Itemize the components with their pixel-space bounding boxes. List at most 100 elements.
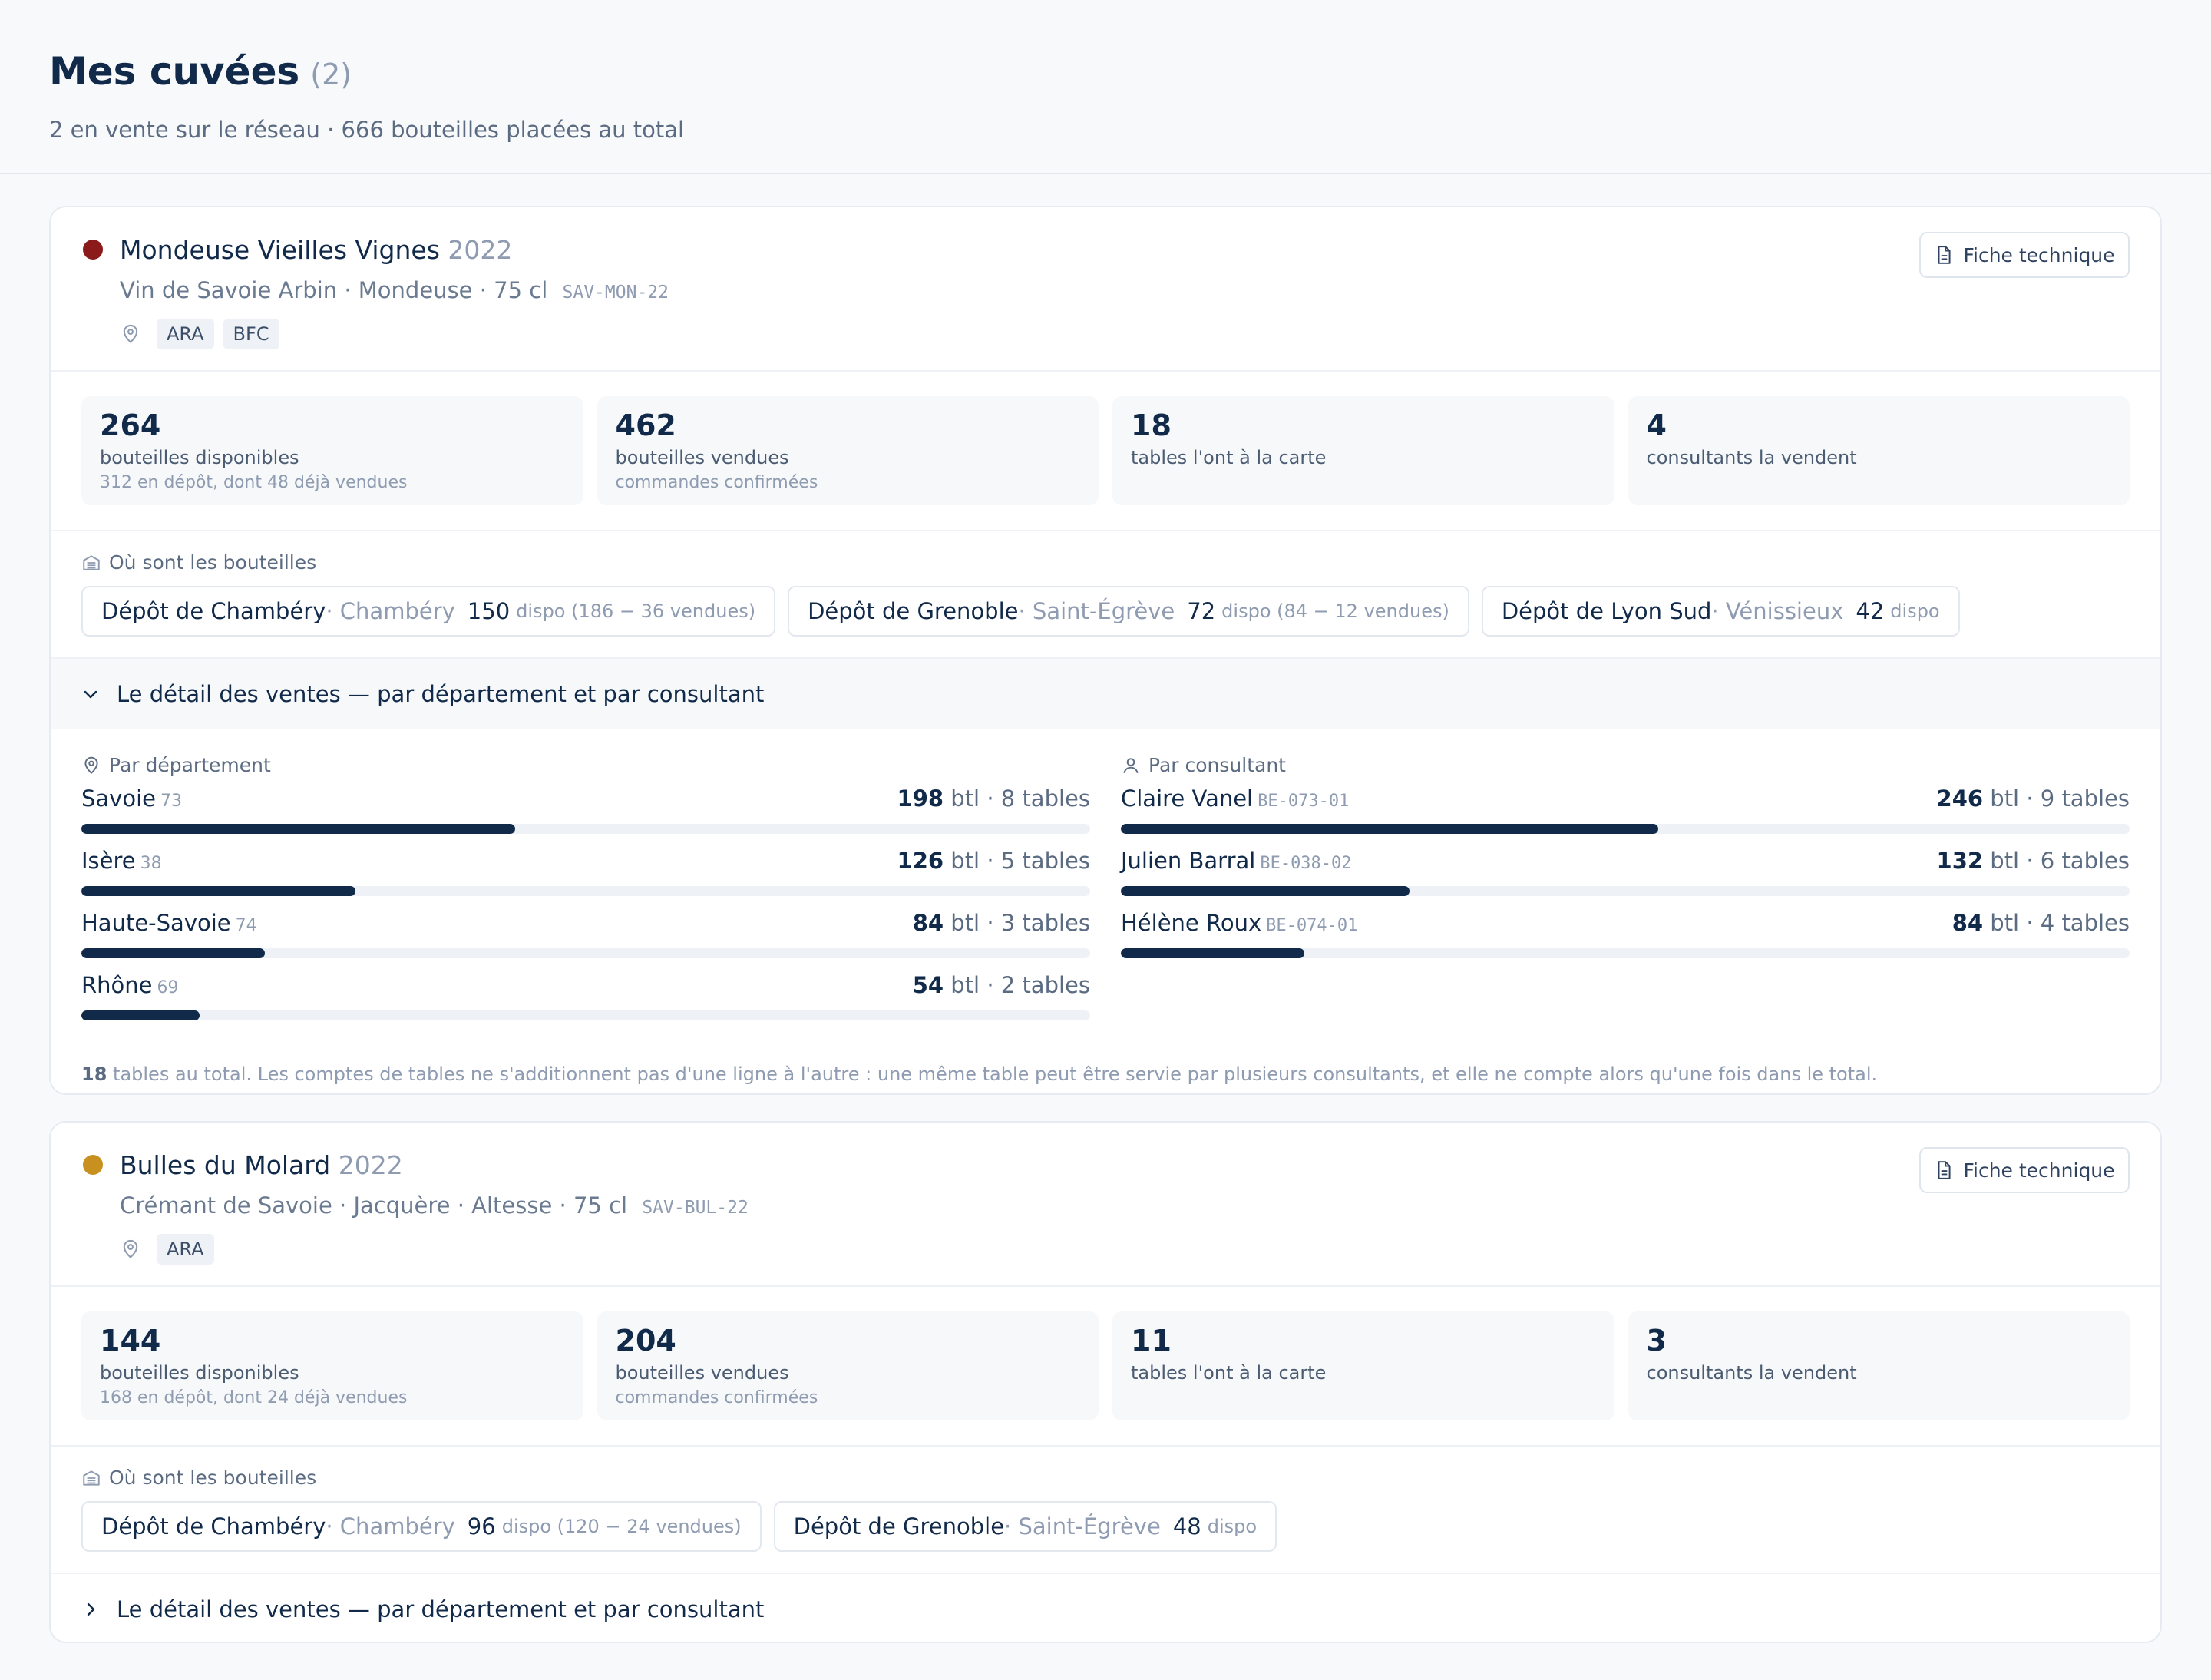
row-code: BE-073-01 [1258,792,1350,811]
depot-city: · Chambéry [326,598,455,624]
stat-tables: 18 tables l'ont à la carte [1112,396,1614,505]
document-icon [1938,1161,1952,1179]
stat-label: tables l'ont à la carte [1131,447,1327,468]
stat-value: 4 [1646,408,1667,442]
fiche-technique-button[interactable]: Fiche technique [1919,232,2130,278]
row-label: Haute-Savoie 74 [81,907,257,942]
depots-label-text: Où sont les bouteilles [109,551,317,574]
stat-label: bouteilles vendues [615,447,789,468]
depot-list: Dépôt de Chambéry · Chambéry 150 dispo (… [81,586,2130,637]
row-name: Claire Vanel [1121,785,1254,812]
depot-name: Dépôt de Lyon Sud [1501,598,1712,624]
row-code: 74 [235,916,257,935]
stat-value: 144 [100,1324,161,1358]
depots-label: Où sont les bouteilles [81,1467,2130,1489]
page-count: (2) [310,58,352,91]
depot-city: · Vénissieux [1711,598,1844,624]
by-consultant-label: Par consultant [1121,754,2130,776]
row-name: Haute-Savoie [81,910,231,936]
row-code: 38 [140,854,162,873]
wine-year: 2022 [448,235,513,265]
depot-list: Dépôt de Chambéry · Chambéry 96 dispo (1… [81,1501,2130,1552]
page-subtitle: 2 en vente sur le réseau · 666 bouteille… [49,117,685,143]
tables-total-note: 18 tables au total. Les comptes de table… [81,1063,2130,1085]
depot-dispo: dispo [1890,600,1940,622]
row-tables: btl · 2 tables [944,972,1090,998]
row-name: Julien Barral [1121,848,1256,874]
tables-total-text: tables au total. Les comptes de tables n… [107,1063,1878,1085]
breakdown-row: Hélène Roux BE-074-01 84 btl · 4 tables [1121,907,2130,958]
stat-consultants: 3 consultants la vendent [1628,1311,2130,1420]
region-chip: ARA [157,1234,214,1265]
row-label: Claire Vanel BE-073-01 [1121,782,1349,818]
depot-chip[interactable]: Dépôt de Chambéry · Chambéry 96 dispo (1… [81,1501,762,1552]
depot-dispo: dispo (186 − 36 vendues) [516,600,756,622]
row-name: Savoie [81,785,156,812]
row-bottles: 84 [1952,910,1984,936]
stat-label: bouteilles disponibles [100,1362,299,1384]
row-tables: btl · 4 tables [1983,910,2130,936]
depot-qty: 72 [1187,598,1216,624]
depot-chip[interactable]: Dépôt de Grenoble · Saint-Égrève 72 disp… [788,586,1469,637]
wine-title: Bulles du Molard 2022 [81,1149,2130,1182]
warehouse-icon [83,1470,100,1486]
stats-row: 264 bouteilles disponibles 312 en dépôt,… [51,372,2160,531]
row-value: 126 btl · 5 tables [897,845,1090,877]
depot-dispo: dispo (84 − 12 vendues) [1221,600,1449,622]
by-consultant-column: Par consultant Claire Vanel BE-073-01 246 … [1121,754,2130,1020]
tables-total-count: 18 [81,1063,107,1085]
fiche-technique-button[interactable]: Fiche technique [1919,1147,2130,1193]
region-chip: ARA [157,319,214,349]
page-title: Mes cuvées (2) [49,49,2162,94]
wine-code: SAV-BUL-22 [642,1198,749,1218]
wine-card: Bulles du Molard 2022 Crémant de Savoie … [49,1121,2162,1643]
row-tables: btl · 3 tables [944,910,1090,936]
depot-chip[interactable]: Dépôt de Lyon Sud · Vénissieux 42 dispo [1481,586,1960,637]
wine-card-header: Bulles du Molard 2022 Crémant de Savoie … [51,1123,2160,1287]
depot-chip[interactable]: Dépôt de Grenoble · Saint-Égrève 48 disp… [773,1501,1277,1552]
row-value: 84 btl · 4 tables [1952,907,2130,939]
sales-detail-toggle[interactable]: Le détail des ventes — par département e… [51,1574,2160,1642]
stats-row: 144 bouteilles disponibles 168 en dépôt,… [51,1287,2160,1447]
stat-label: bouteilles vendues [615,1362,789,1384]
page-header: Mes cuvées (2) 2 en vente sur le réseau … [0,0,2211,174]
sales-detail-toggle[interactable]: Le détail des ventes — par département e… [51,659,2160,729]
row-label: Rhône 69 [81,969,179,1004]
fiche-technique-label: Fiche technique [1963,243,2115,266]
stat-tables: 11 tables l'ont à la carte [1112,1311,1614,1420]
row-name: Rhône [81,972,153,998]
stat-note: commandes confirmées [615,473,818,492]
row-value: 246 btl · 9 tables [1937,782,2130,815]
breakdown-row: Claire Vanel BE-073-01 246 btl · 9 tables [1121,782,2130,834]
stat-value: 264 [100,408,161,442]
stat-note: 312 en dépôt, dont 48 déjà vendues [100,473,408,492]
document-icon [1938,246,1952,264]
depot-name: Dépôt de Grenoble [793,1513,1005,1539]
progress-track [81,948,1090,958]
location-pin-icon [123,1239,138,1258]
stat-value: 204 [615,1324,676,1358]
wine-name: Mondeuse Vieilles Vignes [120,235,440,265]
stat-note: commandes confirmées [615,1388,818,1407]
stat-value: 462 [615,408,676,442]
depot-qty: 48 [1172,1513,1201,1539]
depots-section: Où sont les bouteilles Dépôt de Chambéry… [51,531,2160,659]
by-department-label: Par département [81,754,1090,776]
depots-section: Où sont les bouteilles Dépôt de Chambéry… [51,1447,2160,1574]
row-bottles: 54 [912,972,944,998]
progress-fill [81,1010,200,1020]
row-tables: btl · 5 tables [944,848,1090,874]
wine-meta: Vin de Savoie Arbin · Mondeuse · 75 cl S… [81,275,2130,308]
row-bottles: 246 [1936,785,1984,812]
stat-label: bouteilles disponibles [100,447,299,468]
breakdown-row: Savoie 73 198 btl · 8 tables [81,782,1090,834]
wine-code: SAV-MON-22 [562,283,669,303]
fiche-technique-label: Fiche technique [1963,1159,2115,1182]
wine-appellation: Crémant de Savoie · Jacquère · Altesse ·… [120,1192,628,1219]
location-pin-icon [123,324,138,343]
wine-name: Bulles du Molard [120,1150,331,1180]
progress-fill [1121,886,1410,896]
row-code: BE-074-01 [1266,916,1358,935]
row-bottles: 132 [1936,848,1984,874]
depot-chip[interactable]: Dépôt de Chambéry · Chambéry 150 dispo (… [81,586,776,637]
